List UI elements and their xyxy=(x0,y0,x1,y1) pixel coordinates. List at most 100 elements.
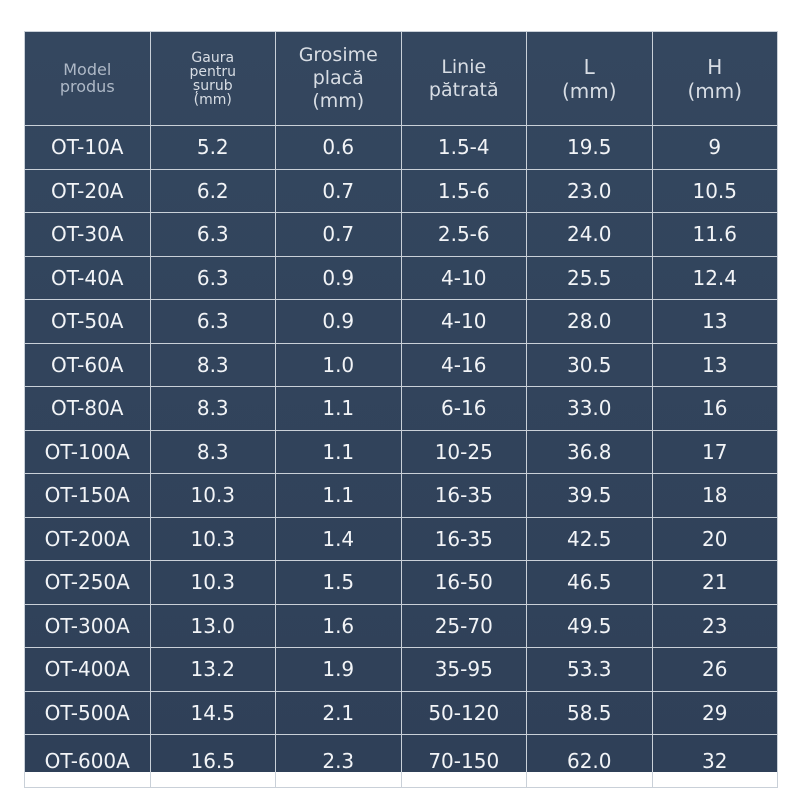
table-cell: 4-10 xyxy=(400,255,527,300)
table-cell: 6.2 xyxy=(149,168,276,213)
header-text: (mm) xyxy=(561,78,617,103)
table-cell: 19.5 xyxy=(526,125,653,170)
table-cell: 39.5 xyxy=(526,473,653,518)
header-text: H xyxy=(707,54,723,79)
table-cell: 1.5 xyxy=(275,560,402,605)
table-cell: 10.3 xyxy=(149,560,276,605)
table-cell: 13 xyxy=(651,342,778,387)
header-cell: Model produs xyxy=(24,31,151,126)
header-text: șurub xyxy=(192,77,233,94)
table-cell: OT-60A xyxy=(24,342,151,387)
table-cell: 6.3 xyxy=(149,212,276,257)
table-cell: 5.2 xyxy=(149,125,276,170)
table-cell: OT-30A xyxy=(24,212,151,257)
table-row: OT-150A 10.3 1.1 16-35 39.5 18 xyxy=(24,473,778,518)
table-cell: 6-16 xyxy=(400,386,527,431)
table-row: OT-60A 8.3 1.0 4-16 30.5 13 xyxy=(24,342,778,387)
table-cell: OT-400A xyxy=(24,647,151,692)
table-cell: 11.6 xyxy=(651,212,778,257)
table-cell: OT-20A xyxy=(24,168,151,213)
table-cell: 8.3 xyxy=(149,342,276,387)
header-text: pătrată xyxy=(428,78,499,101)
table-cell: 1.1 xyxy=(275,386,402,431)
table-cell: OT-150A xyxy=(24,473,151,518)
table-cell: OT-600A xyxy=(24,734,151,788)
table-cell: 16-35 xyxy=(400,516,527,561)
table-cell: 14.5 xyxy=(149,690,276,735)
header-cell: L (mm) xyxy=(526,31,653,126)
table-cell: 10-25 xyxy=(400,429,527,474)
table-cell: 1.4 xyxy=(275,516,402,561)
table-cell: 58.5 xyxy=(526,690,653,735)
table-cell: OT-80A xyxy=(24,386,151,431)
header-cell: H (mm) xyxy=(651,31,778,126)
table-cell: 30.5 xyxy=(526,342,653,387)
table-cell: 32 xyxy=(651,734,778,788)
table-row: OT-80A 8.3 1.1 6-16 33.0 16 xyxy=(24,386,778,431)
table-cell: 16.5 xyxy=(149,734,276,788)
table-cell: 21 xyxy=(651,560,778,605)
table-row: OT-500A 14.5 2.1 50-120 58.5 29 xyxy=(24,690,778,735)
table-cell: 1.9 xyxy=(275,647,402,692)
table-cell: OT-500A xyxy=(24,690,151,735)
table-cell: 23.0 xyxy=(526,168,653,213)
header-cell: Linie pătrată xyxy=(400,31,527,126)
table-cell: 20 xyxy=(651,516,778,561)
table-cell: 13.0 xyxy=(149,603,276,648)
header-text: Grosime xyxy=(298,44,378,67)
table-row: OT-300A 13.0 1.6 25-70 49.5 23 xyxy=(24,603,778,648)
header-text: Model xyxy=(63,59,112,79)
table-cell: 33.0 xyxy=(526,386,653,431)
table-cell: 6.3 xyxy=(149,299,276,344)
header-text: (mm) xyxy=(312,89,365,112)
table-cell: OT-10A xyxy=(24,125,151,170)
table-cell: 25.5 xyxy=(526,255,653,300)
table-row: OT-250A 10.3 1.5 16-50 46.5 21 xyxy=(24,560,778,605)
table-cell: 1.0 xyxy=(275,342,402,387)
table-cell: OT-250A xyxy=(24,560,151,605)
table-cell: OT-100A xyxy=(24,429,151,474)
header-text: (mm) xyxy=(193,91,232,108)
table-cell: OT-40A xyxy=(24,255,151,300)
table-cell: 16-35 xyxy=(400,473,527,518)
table-row: OT-400A 13.2 1.9 35-95 53.3 26 xyxy=(24,647,778,692)
table-cell: 29 xyxy=(651,690,778,735)
table-cell: 0.7 xyxy=(275,212,402,257)
header-text: L xyxy=(583,54,595,79)
table-cell: 70-150 xyxy=(400,734,527,788)
header-text: produs xyxy=(59,76,115,96)
table-cell: 23 xyxy=(651,603,778,648)
table-cell: OT-50A xyxy=(24,299,151,344)
table-cell: OT-300A xyxy=(24,603,151,648)
table-cell: 16-50 xyxy=(400,560,527,605)
table-cell: 4-16 xyxy=(400,342,527,387)
table-cell: 25-70 xyxy=(400,603,527,648)
table-cell: 24.0 xyxy=(526,212,653,257)
table-cell: 35-95 xyxy=(400,647,527,692)
table-container: Model produs Gaura pentru șurub (mm) Grosime pl… xyxy=(24,31,778,788)
header-row: Model produs Gaura pentru șurub (mm) Grosime pl… xyxy=(24,31,778,126)
table-cell: 17 xyxy=(651,429,778,474)
table-cell: 10.3 xyxy=(149,516,276,561)
table-cell: 36.8 xyxy=(526,429,653,474)
table-cell: 2.5-6 xyxy=(400,212,527,257)
table-cell: 46.5 xyxy=(526,560,653,605)
table-cell: 0.9 xyxy=(275,255,402,300)
table-cell: 4-10 xyxy=(400,299,527,344)
table-cell: 49.5 xyxy=(526,603,653,648)
table-cell: 10.3 xyxy=(149,473,276,518)
table-cell: 12.4 xyxy=(651,255,778,300)
table-cell: 8.3 xyxy=(149,386,276,431)
table-row: OT-30A 6.3 0.7 2.5-6 24.0 11.6 xyxy=(24,212,778,257)
table-cell: 16 xyxy=(651,386,778,431)
table-cell: 62.0 xyxy=(526,734,653,788)
table-row: OT-600A 16.5 2.3 70-150 62.0 32 xyxy=(24,734,778,788)
table-cell: 2.3 xyxy=(275,734,402,788)
table-cell: OT-200A xyxy=(24,516,151,561)
table-cell: 0.6 xyxy=(275,125,402,170)
table-cell: 6.3 xyxy=(149,255,276,300)
header-text: (mm) xyxy=(687,78,743,103)
table-row: OT-100A 8.3 1.1 10-25 36.8 17 xyxy=(24,429,778,474)
table-row: OT-200A 10.3 1.4 16-35 42.5 20 xyxy=(24,516,778,561)
table-cell: 13 xyxy=(651,299,778,344)
